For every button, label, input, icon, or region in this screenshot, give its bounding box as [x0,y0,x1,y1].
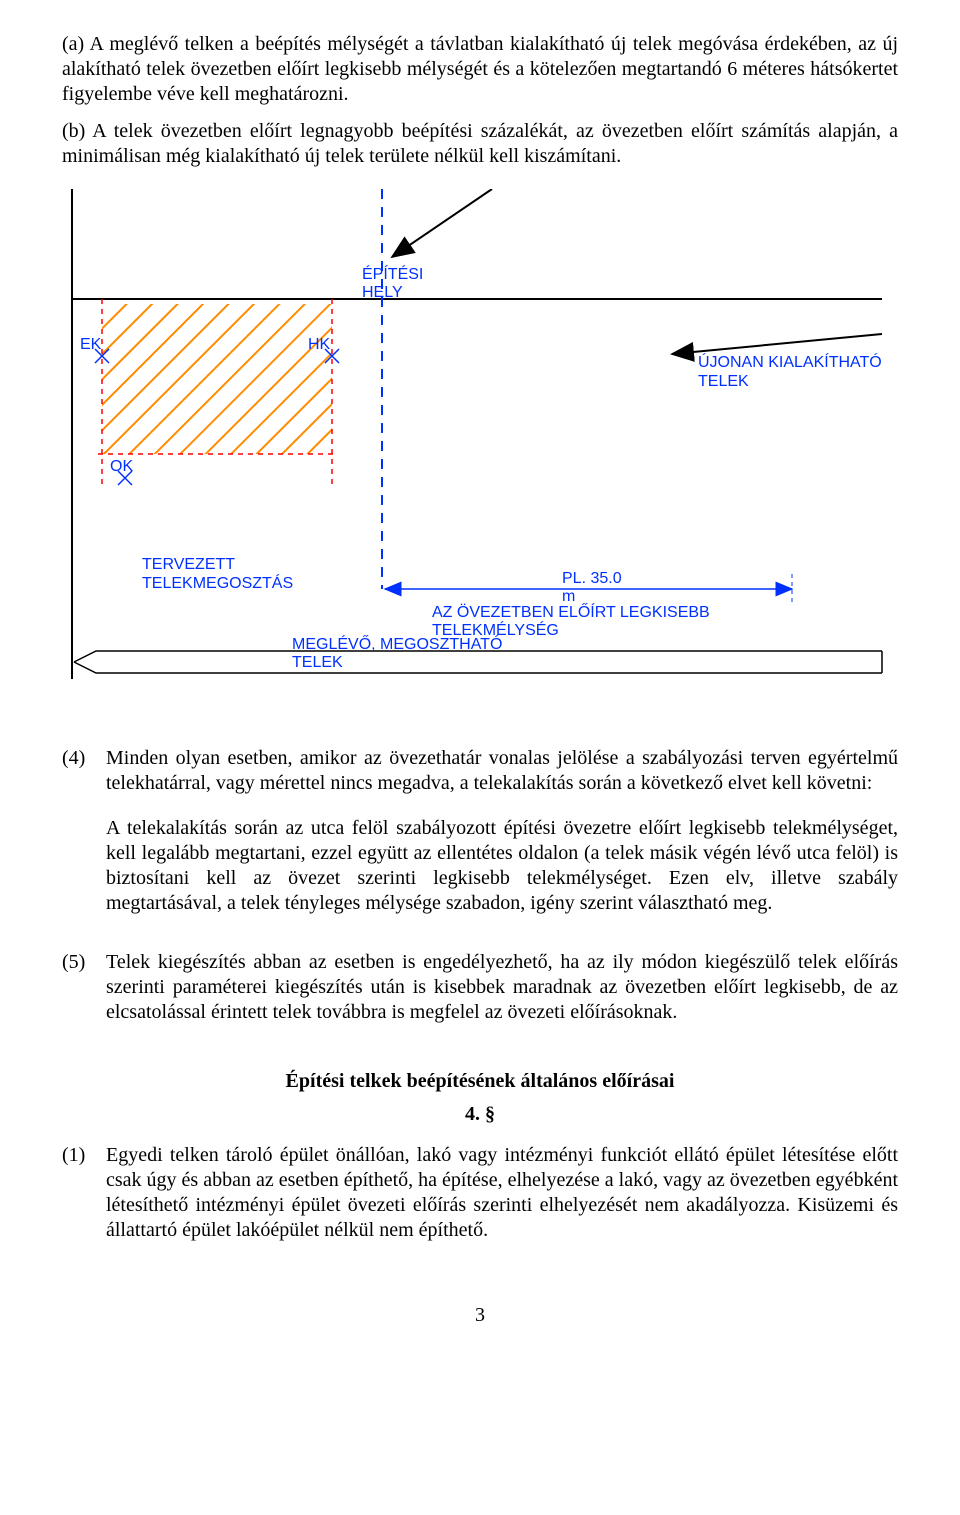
item-1: (1) Egyedi telken tároló épület önállóan… [62,1143,898,1263]
building-area-hatch [102,304,332,454]
label-tervezett1: TERVEZETT [142,556,235,573]
label-ok: OK [110,458,133,475]
label-tervezett2: TELEKMEGOSZTÁS [142,573,293,592]
item-4-number: (4) [62,746,106,936]
label-ujonan1: ÚJONAN KIALAKÍTHATÓ [698,352,882,371]
pointer-to-newplot [672,334,882,354]
paragraph-b: (b) A telek övezetben előírt legnagyobb … [62,119,898,169]
pointer-to-division [392,189,492,257]
item-5: (5) Telek kiegészítés abban az esetben i… [62,950,898,1045]
section-number: 4. § [62,1102,898,1127]
item-4-p2: A telekalakítás során az utca felöl szab… [106,816,898,916]
label-plm: m [562,588,575,605]
plot-diagram: ÉPÍTÉSI HELY EK HK OK ÚJONAN KIALAKÍTHAT… [62,189,898,716]
page-number: 3 [62,1303,898,1328]
label-hk: HK [308,336,331,353]
label-hely: HELY [362,284,403,301]
label-pl: PL. 35.0 [562,570,622,587]
item-5-number: (5) [62,950,106,1045]
label-azov1: AZ ÖVEZETBEN ELŐÍRT LEGKISEBB [432,602,710,621]
page: (a) A meglévő telken a beépítés mélységé… [0,0,960,1358]
label-ek: EK [80,336,102,353]
item-4-p1: Minden olyan esetben, amikor az övezetha… [106,746,898,796]
item-1-p1: Egyedi telken tároló épület önállóan, la… [106,1143,898,1243]
existing-plot-frame [74,651,882,673]
item-5-p1: Telek kiegészítés abban az esetben is en… [106,950,898,1025]
section-title: Építési telkek beépítésének általános el… [62,1069,898,1094]
label-meglevo1: MEGLÉVŐ, MEGOSZTHATÓ [292,634,502,653]
label-ujonan2: TELEK [698,373,749,390]
diagram-svg: ÉPÍTÉSI HELY EK HK OK ÚJONAN KIALAKÍTHAT… [62,189,898,709]
item-4: (4) Minden olyan esetben, amikor az övez… [62,746,898,936]
paragraph-a: (a) A meglévő telken a beépítés mélységé… [62,32,898,107]
label-epitesi: ÉPÍTÉSI [362,264,423,283]
item-1-number: (1) [62,1143,106,1263]
label-meglevo2: TELEK [292,654,343,671]
